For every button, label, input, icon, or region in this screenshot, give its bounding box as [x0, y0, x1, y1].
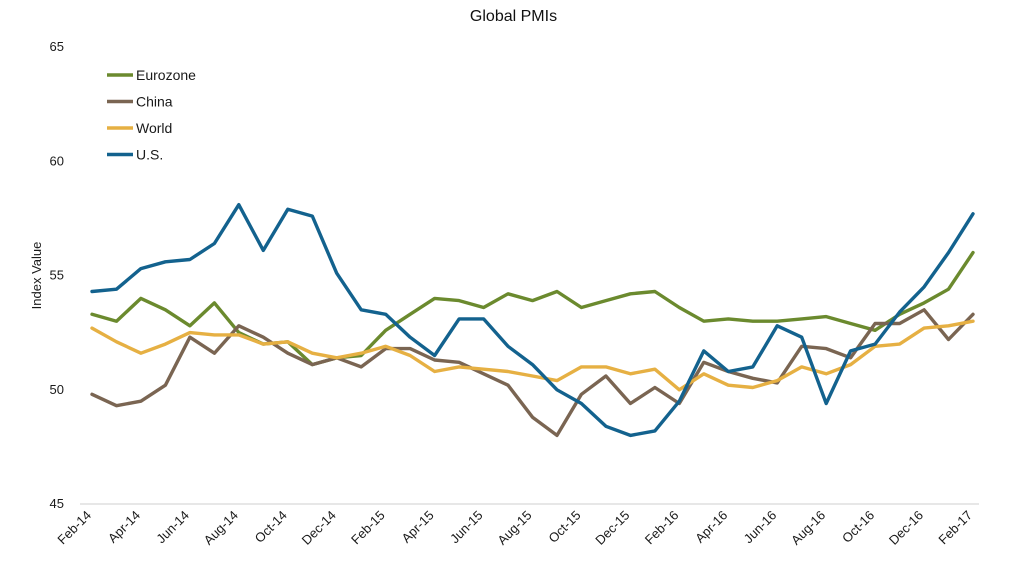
- x-tick-label: Aug-14: [201, 508, 241, 548]
- legend-label-world: World: [136, 120, 172, 136]
- chart-title: Global PMIs: [469, 8, 558, 25]
- legend-label-china: China: [136, 94, 173, 110]
- x-tick-label: Feb-17: [935, 508, 975, 548]
- x-tick-label: Dec-16: [886, 508, 926, 548]
- y-tick-label: 50: [50, 382, 64, 397]
- x-tick-label: Jun-15: [447, 508, 486, 547]
- x-tick-label: Apr-16: [692, 508, 730, 546]
- x-tick-label: Apr-14: [105, 508, 143, 546]
- series-line-eurozone: [90, 250, 975, 367]
- x-tick-label: Oct-14: [252, 508, 290, 546]
- x-tick-label: Dec-15: [592, 508, 632, 548]
- x-tick-label: Dec-14: [299, 508, 339, 548]
- legend-label-u-s: U.S.: [136, 147, 163, 163]
- x-tick-label: Feb-14: [54, 508, 94, 548]
- x-tick-label: Oct-16: [839, 508, 877, 546]
- y-tick-label: 45: [50, 496, 64, 511]
- x-tick-label: Jun-14: [153, 508, 192, 547]
- x-tick-label: Feb-16: [642, 508, 682, 548]
- legend-label-eurozone: Eurozone: [136, 67, 196, 83]
- y-tick-label: 65: [50, 39, 64, 54]
- x-tick-label: Aug-15: [494, 508, 534, 548]
- x-tick-label: Feb-15: [348, 508, 388, 548]
- x-tick-label: Apr-15: [399, 508, 437, 546]
- series-line-china: [90, 308, 975, 438]
- series-line-u-s: [90, 202, 975, 438]
- y-tick-label: 55: [50, 268, 64, 283]
- x-tick-label: Jun-16: [741, 508, 780, 547]
- y-tick-label: 60: [50, 153, 64, 168]
- x-tick-label: Oct-15: [545, 508, 583, 546]
- series-line-world: [90, 319, 975, 392]
- y-axis-title: Index Value: [29, 242, 44, 310]
- x-tick-label: Aug-16: [788, 508, 828, 548]
